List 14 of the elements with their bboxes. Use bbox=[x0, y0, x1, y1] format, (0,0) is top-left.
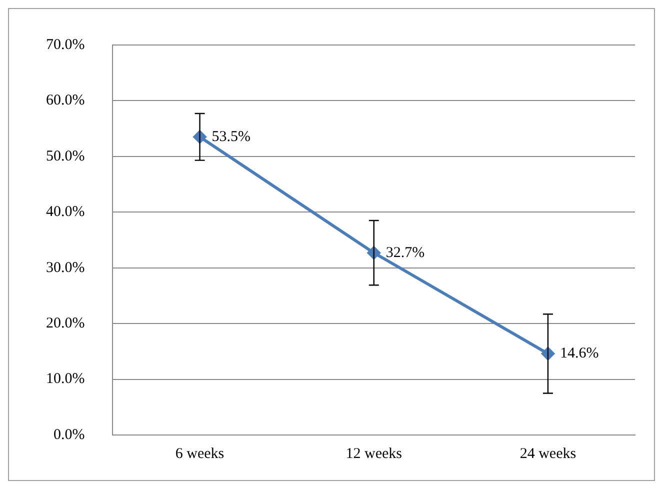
y-tick-label: 30.0% bbox=[46, 260, 85, 276]
y-tick-label: 50.0% bbox=[46, 148, 85, 164]
y-tick-label: 20.0% bbox=[46, 316, 85, 332]
text: 32.7% bbox=[386, 244, 425, 261]
y-tick-label: 70.0% bbox=[46, 36, 85, 53]
text: 14.6% bbox=[560, 346, 599, 362]
x-tick-label: 6 weeks bbox=[175, 446, 224, 462]
y-tick-label: 10.0% bbox=[46, 371, 85, 388]
y-tick-label: 40.0% bbox=[46, 204, 85, 220]
x-tick-label: 12 weeks bbox=[346, 446, 402, 462]
y-tick-label: 0.0% bbox=[53, 426, 85, 443]
y-tick-label: 60.0% bbox=[46, 92, 85, 109]
x-tick-label: 24 weeks bbox=[520, 446, 576, 462]
text: 53.5% bbox=[212, 128, 251, 145]
